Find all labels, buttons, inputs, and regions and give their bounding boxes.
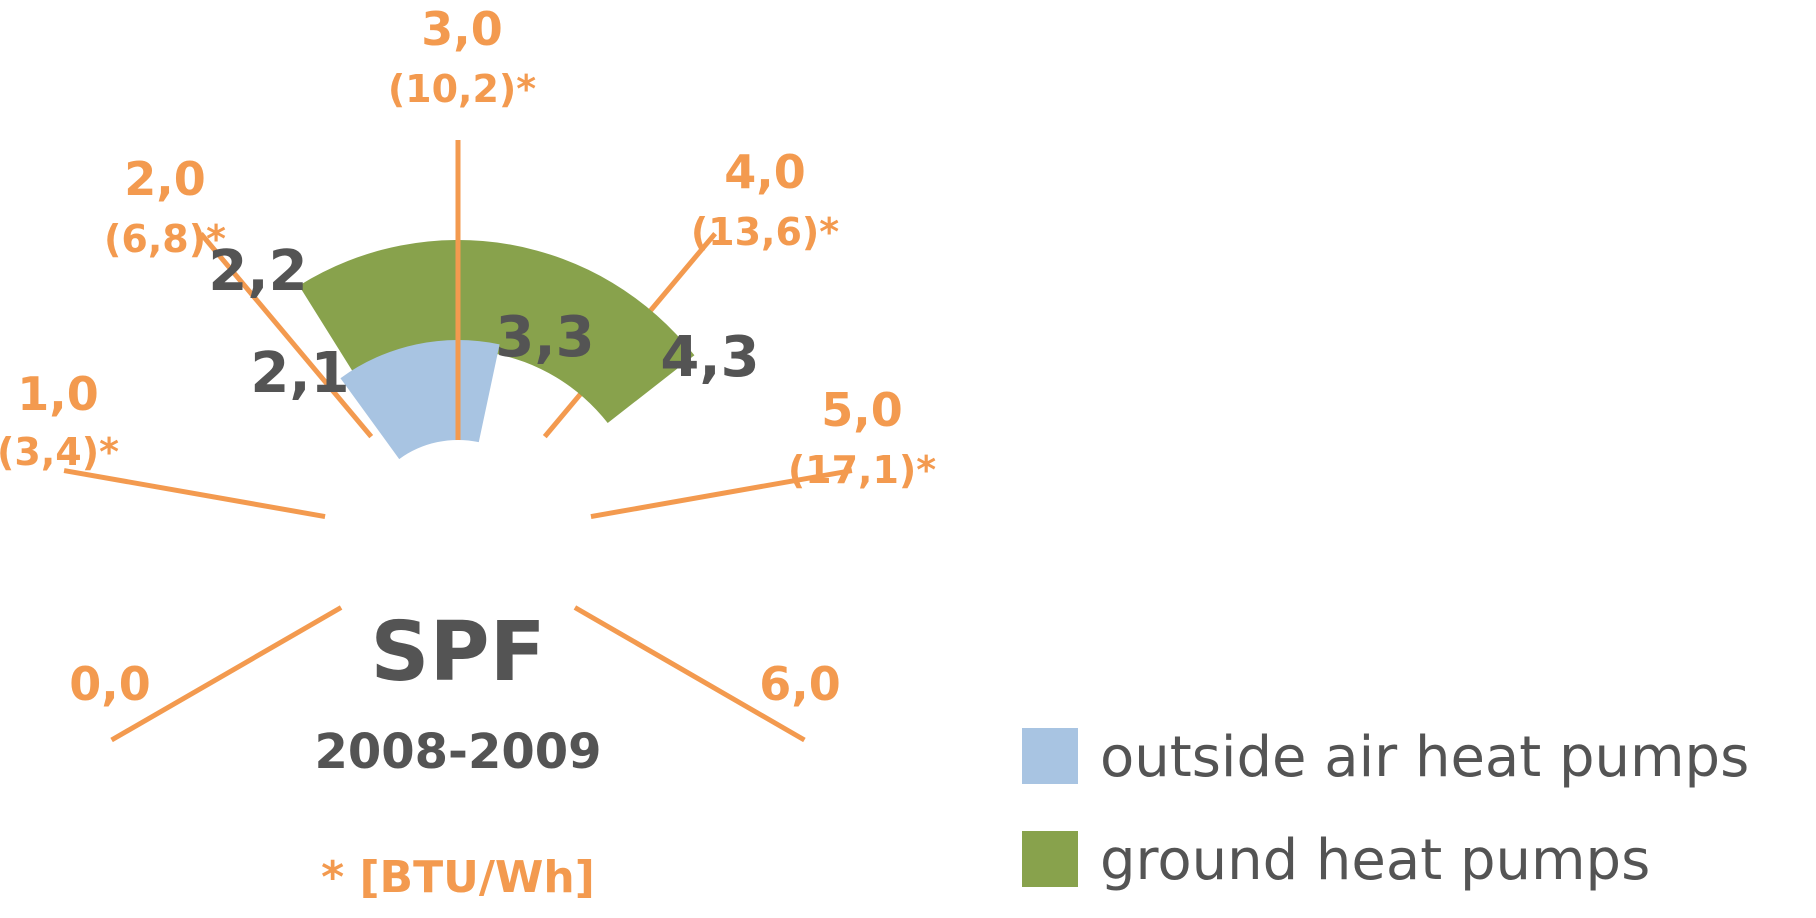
chart-subtitle: 2008-2009 — [314, 724, 601, 780]
legend-label-ground-heat-pumps: ground heat pumps — [1100, 828, 1650, 893]
gauge-tick-labels: 0,0 1,0 (3,4)* 2,0 (6,8)* 3,0 (10,2)* 4,0 (13,6)… — [0, 2, 936, 711]
tick-line-5 — [590, 468, 853, 520]
tick-btu-label-3: (10,2)* — [388, 67, 536, 111]
tick-label-1: 1,0 — [17, 367, 99, 421]
tick-label-3: 3,0 — [421, 2, 503, 56]
gauge-bands — [299, 140, 695, 460]
tick-line-2 — [198, 231, 374, 439]
gauge-data-labels: 2,1 3,3 2,2 4,3 — [208, 239, 759, 406]
legend-label-outside-air-heat-pumps: outside air heat pumps — [1100, 725, 1749, 790]
tick-label-0: 0,0 — [69, 657, 151, 711]
data-label-outside-air-heat-pumps-to: 3,3 — [495, 305, 594, 370]
tick-btu-label-5: (17,1)* — [788, 448, 936, 492]
tick-label-5: 5,0 — [821, 383, 903, 437]
data-label-ground-heat-pumps-from: 2,2 — [208, 239, 307, 304]
tick-label-6: 6,0 — [759, 657, 841, 711]
data-label-outside-air-heat-pumps-from: 2,1 — [250, 341, 349, 406]
tick-line-6 — [573, 605, 806, 743]
band-ground-heat-pumps — [299, 240, 695, 424]
tick-label-4: 4,0 — [724, 145, 806, 199]
tick-btu-label-1: (3,4)* — [0, 430, 119, 474]
tick-line-1 — [63, 468, 326, 520]
data-label-ground-heat-pumps-to: 4,3 — [660, 325, 759, 390]
legend-swatch-outside-air-heat-pumps — [1022, 728, 1078, 784]
tick-btu-label-4: (13,6)* — [691, 210, 839, 254]
legend-swatch-ground-heat-pumps — [1022, 831, 1078, 887]
tick-label-2: 2,0 — [124, 152, 206, 206]
tick-line-0 — [110, 605, 343, 743]
unit-note: * [BTU/Wh] — [321, 852, 595, 903]
legend: outside air heat pumps ground heat pumps — [1022, 725, 1749, 893]
tick-btu-label-2: (6,8)* — [104, 217, 226, 261]
chart-title: SPF — [370, 605, 545, 700]
